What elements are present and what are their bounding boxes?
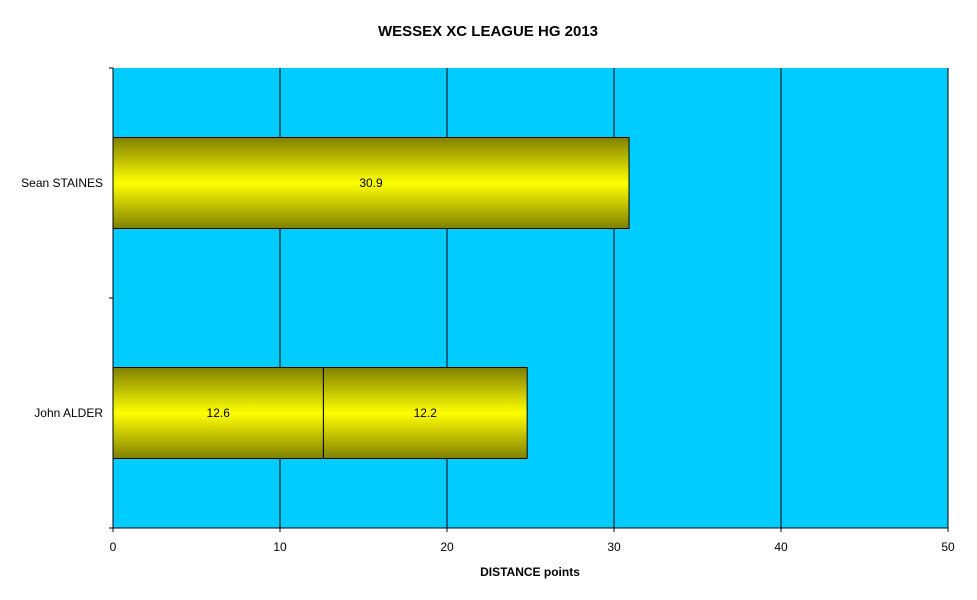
data-label-1-0: 12.6	[207, 406, 231, 420]
x-tick-label-5: 50	[941, 540, 955, 554]
x-tick-labels: 0 10 20 30 40 50	[110, 540, 955, 554]
x-tick-label-0: 0	[110, 540, 117, 554]
category-label-1: John ALDER	[34, 406, 103, 420]
data-label-0-0: 30.9	[359, 176, 383, 190]
x-tick-label-3: 30	[607, 540, 621, 554]
category-label-0: Sean STAINES	[21, 176, 103, 190]
axes	[109, 67, 949, 532]
x-tick-label-2: 20	[440, 540, 454, 554]
bar-1-1	[322, 367, 528, 459]
x-tick-label-1: 10	[273, 540, 287, 554]
y-category-labels: Sean STAINES John ALDER	[21, 176, 103, 420]
bars: 30.9 12.6 12.2	[112, 137, 630, 459]
x-axis-label: DISTANCE points	[480, 565, 580, 579]
x-tick-label-4: 40	[774, 540, 788, 554]
chart-title: WESSEX XC LEAGUE HG 2013	[378, 23, 598, 40]
data-label-1-1: 12.2	[414, 406, 438, 420]
